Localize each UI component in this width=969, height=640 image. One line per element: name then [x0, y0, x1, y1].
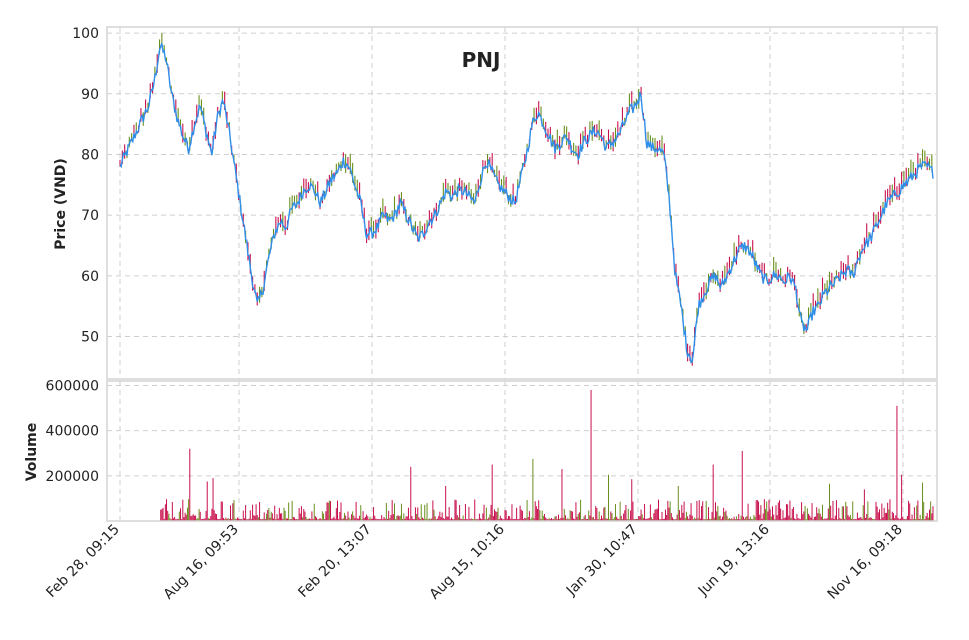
chart-title: PNJ	[462, 48, 501, 72]
volume-bars	[160, 390, 934, 521]
price-panel-frame	[106, 26, 938, 380]
x-tick-labels: Feb 28, 09:15 Aug 16, 09:53 Feb 20, 13:07 A…	[43, 521, 905, 602]
volume-ytick-label: 600000	[46, 379, 99, 395]
price-ytick-label: 70	[81, 208, 99, 224]
volume-ytick-label: 400000	[46, 424, 99, 440]
price-ytick-label: 50	[81, 330, 99, 346]
volume-ytick-label: 200000	[46, 469, 99, 485]
x-tick-label: Aug 15, 10:16	[427, 521, 508, 602]
x-tick-label: Aug 16, 09:53	[161, 522, 242, 603]
x-tick-label: Nov 16, 09:18	[825, 522, 906, 603]
x-tick-label: Feb 28, 09:15	[43, 522, 122, 601]
price-grid	[107, 27, 937, 379]
x-tick-label: Jan 30, 10:47	[563, 522, 641, 600]
x-tick-label: Feb 20, 13:07	[295, 522, 374, 601]
price-ytick-label: 60	[81, 269, 99, 285]
x-tick-label: Jun 19, 13:16	[695, 521, 773, 599]
volume-ytick-labels: 200000 400000 600000	[46, 379, 99, 485]
volume-grid	[107, 381, 937, 521]
volume-axis-title: Volume	[24, 423, 40, 482]
price-ytick-labels: 50 60 70 80 90 100	[72, 26, 99, 345]
price-line	[119, 43, 934, 364]
volume-panel-frame	[106, 380, 938, 522]
price-ytick-label: 80	[81, 147, 99, 163]
price-ytick-label: 100	[72, 26, 99, 42]
price-axis-title: Price (VND)	[53, 158, 69, 250]
price-ytick-label: 90	[81, 87, 99, 103]
